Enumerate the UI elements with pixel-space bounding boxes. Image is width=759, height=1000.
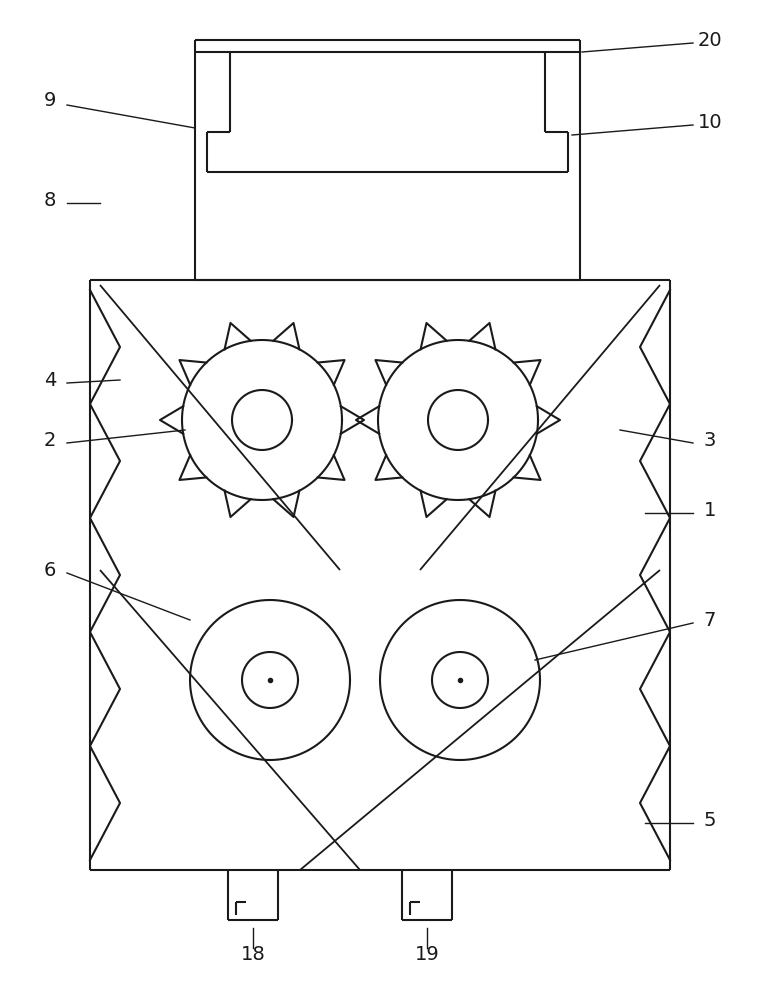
Text: 2: 2 <box>44 430 56 450</box>
Text: 1: 1 <box>704 500 716 520</box>
Text: 8: 8 <box>44 190 56 210</box>
Text: 9: 9 <box>44 91 56 109</box>
Text: 5: 5 <box>704 810 716 830</box>
Text: 7: 7 <box>704 610 716 630</box>
Text: 10: 10 <box>698 112 723 131</box>
Text: 20: 20 <box>698 30 723 49</box>
Text: 19: 19 <box>414 946 439 964</box>
Text: 3: 3 <box>704 430 716 450</box>
Text: 4: 4 <box>44 370 56 389</box>
Text: 6: 6 <box>44 560 56 580</box>
Text: 18: 18 <box>241 946 266 964</box>
